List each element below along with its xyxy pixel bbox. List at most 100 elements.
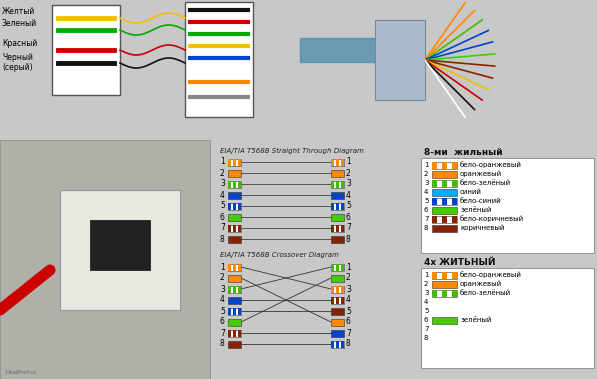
Bar [432, 290, 437, 296]
Bar [421, 268, 594, 368]
Text: бело-зелёный: бело-зелёный [460, 290, 511, 296]
Bar [331, 169, 344, 177]
Bar [238, 202, 241, 210]
Bar [331, 263, 334, 271]
Bar [432, 207, 457, 213]
Text: 6: 6 [220, 213, 225, 221]
Bar [341, 285, 344, 293]
Text: 6: 6 [424, 317, 429, 323]
Text: 8: 8 [346, 235, 351, 243]
Text: 1: 1 [220, 158, 224, 166]
Text: 8: 8 [220, 340, 224, 349]
Text: 2: 2 [346, 169, 351, 177]
Bar [228, 224, 230, 232]
Bar [331, 340, 344, 348]
Bar [185, 2, 253, 117]
Bar [442, 216, 447, 222]
Text: Желтый: Желтый [2, 8, 35, 17]
Bar [341, 180, 344, 188]
Text: 5: 5 [424, 308, 429, 314]
Text: оранжевый: оранжевый [460, 171, 502, 177]
Text: 4: 4 [220, 296, 225, 304]
Bar [452, 161, 457, 169]
Text: бело-оранжевый: бело-оранжевый [460, 272, 522, 279]
Text: 3: 3 [346, 180, 351, 188]
Bar [331, 285, 344, 293]
Text: 7: 7 [424, 216, 429, 222]
Text: 3: 3 [424, 180, 429, 186]
Text: (серый): (серый) [2, 64, 33, 72]
Bar [341, 296, 344, 304]
Bar [331, 180, 334, 188]
Text: 8: 8 [220, 235, 224, 243]
Bar [0, 140, 210, 379]
Bar [228, 285, 241, 293]
Text: бело-синий: бело-синий [460, 198, 501, 204]
Bar [228, 340, 241, 348]
Bar [228, 307, 241, 315]
Bar [331, 235, 344, 243]
Text: 5: 5 [424, 198, 429, 204]
Bar [452, 216, 457, 222]
Text: 7: 7 [346, 224, 351, 232]
Bar [336, 296, 339, 304]
Bar [432, 161, 457, 169]
Text: 7: 7 [346, 329, 351, 338]
Bar [238, 263, 241, 271]
Bar [336, 285, 339, 293]
Bar [442, 271, 447, 279]
Bar [228, 307, 230, 315]
Text: 5: 5 [220, 202, 225, 210]
Bar [432, 216, 437, 222]
Bar [421, 158, 594, 253]
Bar [233, 158, 236, 166]
Bar [432, 280, 457, 288]
Text: 4: 4 [424, 189, 429, 195]
Bar [228, 285, 230, 293]
Bar [331, 202, 344, 210]
Text: HeatProf.ru: HeatProf.ru [5, 370, 36, 375]
Bar [432, 290, 457, 296]
Bar [442, 290, 447, 296]
Bar [331, 340, 334, 348]
Bar [228, 180, 241, 188]
Text: 2: 2 [220, 169, 224, 177]
Text: 3: 3 [424, 290, 429, 296]
Text: 8: 8 [424, 225, 429, 231]
Bar [228, 296, 241, 304]
Bar [452, 197, 457, 205]
Text: Красный: Красный [2, 39, 37, 49]
Bar [233, 285, 236, 293]
Bar [228, 158, 241, 166]
Bar [228, 263, 230, 271]
Text: 4: 4 [346, 191, 351, 199]
Bar [52, 5, 120, 95]
Bar [228, 329, 230, 337]
Text: 5: 5 [346, 202, 351, 210]
Bar [336, 180, 339, 188]
Text: синий: синий [460, 189, 482, 195]
Bar [432, 171, 457, 177]
Bar [331, 318, 344, 326]
Bar [233, 180, 236, 188]
Bar [341, 224, 344, 232]
Bar [331, 202, 334, 210]
Text: коричневый: коричневый [460, 225, 504, 231]
Bar [452, 290, 457, 296]
Text: 1: 1 [346, 158, 351, 166]
Text: 2: 2 [346, 274, 351, 282]
Bar [331, 213, 344, 221]
Bar [331, 285, 334, 293]
Text: 4: 4 [424, 299, 429, 305]
Text: 3: 3 [220, 285, 225, 293]
Text: EIA/TIA T568B Crossover Diagram: EIA/TIA T568B Crossover Diagram [220, 252, 339, 258]
Bar [331, 307, 344, 315]
Bar [228, 213, 241, 221]
Text: бело-оранжевый: бело-оранжевый [460, 161, 522, 168]
Bar [233, 263, 236, 271]
Text: 2: 2 [220, 274, 224, 282]
Bar [336, 263, 339, 271]
Text: 3: 3 [346, 285, 351, 293]
Text: бело-зелёный: бело-зелёный [460, 180, 511, 186]
Text: 7: 7 [424, 326, 429, 332]
